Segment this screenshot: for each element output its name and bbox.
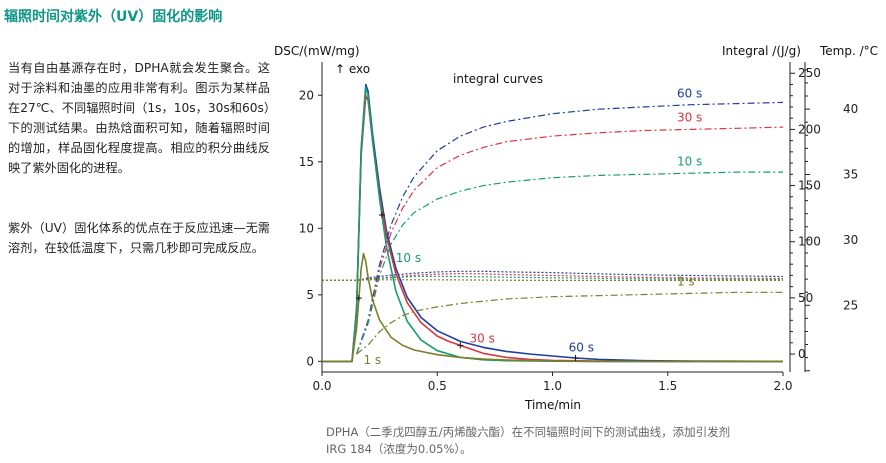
series-label: 1 s	[363, 353, 381, 367]
series-integral-1s	[356, 291, 783, 355]
curve-marker	[572, 355, 579, 362]
temp-tick-label: 35	[843, 167, 858, 181]
intro-paragraph: 当有自由基源存在时，DPHA就会发生聚合。这对于涂料和油墨的应用非常有利。图示为…	[8, 61, 270, 175]
x-tick-label: 0.0	[312, 379, 331, 393]
integral-tick-label: 150	[798, 179, 821, 193]
dsc-chart: 0.0 0.5 1.0 1.5 2.00510152005010015020025025…	[274, 44, 878, 412]
x-tick-label: 1.5	[658, 379, 677, 393]
integral-tick-label: 50	[798, 291, 813, 305]
series-temp-60s	[322, 270, 784, 281]
curve-marker	[378, 212, 385, 219]
caption-line-2: IRG 184（浓度为0.05%）。	[326, 442, 472, 456]
series-dsc-1s	[322, 252, 783, 363]
integral-tick-label: 250	[798, 66, 821, 80]
series-label: 30 s	[470, 332, 495, 346]
chart-ylabel: DSC/(mW/mg)	[274, 44, 360, 58]
series-dsc-30s	[322, 94, 783, 363]
chart-y3label: Temp. /°C	[819, 44, 878, 58]
x-tick-label: 1.0	[543, 379, 562, 393]
y-tick-label: 5	[306, 288, 314, 302]
page-title: 辐照时间对紫外（UV）固化的影响	[4, 9, 223, 25]
figure-caption: DPHA（二季戊四醇五/丙烯酸六酯）在不同辐照时间下的测试曲线，添加引发剂 IR…	[326, 424, 796, 458]
y-tick-label: 0	[306, 354, 314, 368]
caption-line-1: DPHA（二季戊四醇五/丙烯酸六酯）在不同辐照时间下的测试曲线，添加引发剂	[326, 425, 731, 439]
series-label: 1 s	[677, 275, 695, 289]
temp-tick-label: 40	[843, 102, 858, 116]
series-dsc-10s	[322, 86, 783, 363]
y-tick-label: 15	[299, 155, 314, 169]
curve-marker	[457, 342, 464, 349]
chart-xlabel: Time/min	[524, 398, 581, 412]
chart-plot-area: 60 s 30 s 10 s 1 s 10 s 30 s 60 s 1 s	[322, 83, 784, 367]
series-label: 60 s	[677, 86, 702, 100]
y-tick-label: 20	[299, 88, 314, 102]
series-integral-30s	[356, 126, 784, 355]
y-tick-label: 10	[299, 221, 314, 235]
chart-y2label: Integral /(J/g)	[722, 44, 801, 58]
series-dsc-60s	[322, 83, 784, 363]
series-label: 30 s	[677, 111, 702, 125]
chart-axes: 0.0 0.5 1.0 1.5 2.00510152005010015020025025…	[299, 62, 858, 393]
x-tick-label: 2.0	[773, 379, 792, 393]
curve-marker	[355, 295, 362, 302]
series-integral-60s	[356, 101, 784, 355]
temp-tick-label: 30	[843, 233, 858, 247]
x-tick-label: 0.5	[428, 379, 447, 393]
series-temp-30s	[322, 273, 784, 281]
series-temp-1s	[322, 279, 783, 281]
series-label: 10 s	[677, 155, 702, 169]
temp-tick-label: 25	[843, 298, 858, 312]
series-temp-10s	[322, 275, 784, 281]
series-label: 60 s	[569, 340, 594, 354]
integral-tick-label: 100	[798, 235, 821, 249]
integral-annotation: integral curves	[453, 72, 543, 86]
integral-tick-label: 200	[798, 122, 821, 136]
series-label: 10 s	[396, 251, 421, 265]
integral-tick-label: 0	[798, 347, 806, 361]
advantage-paragraph: 紫外（UV）固化体系的优点在于反应迅速—无需溶剂，在较低温度下，只需几秒即可完成…	[8, 221, 270, 255]
exo-annotation: ↑ exo	[335, 62, 370, 76]
